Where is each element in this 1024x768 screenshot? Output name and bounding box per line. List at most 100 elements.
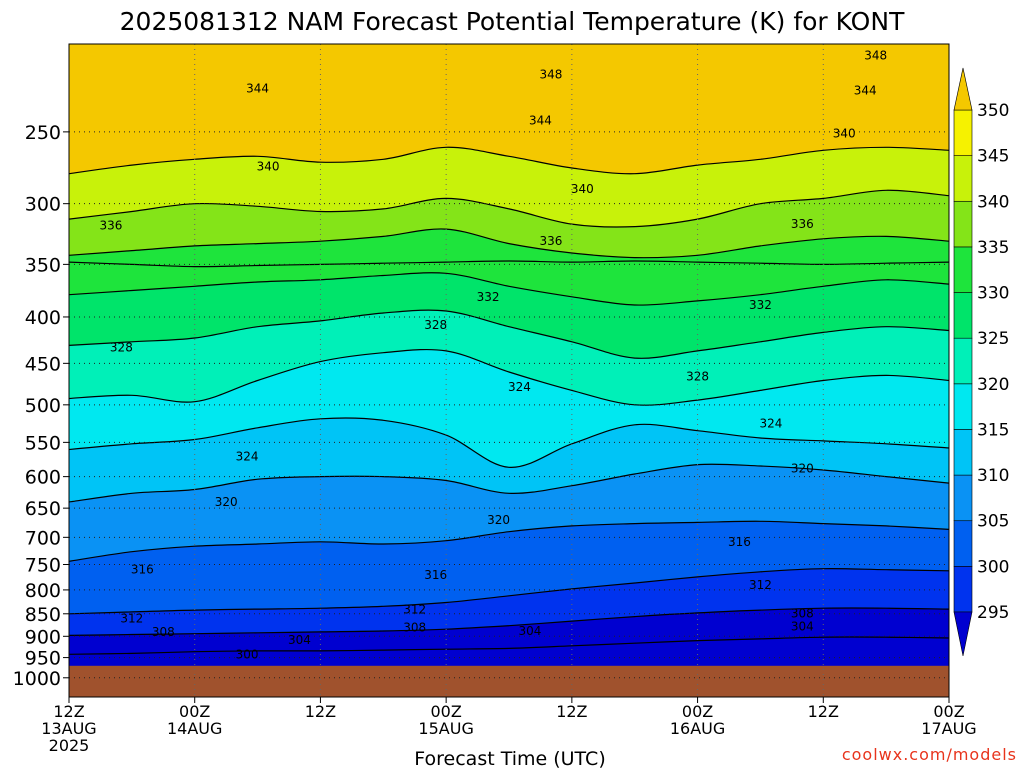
colorbar-tick-label: 340	[977, 192, 1009, 212]
contour-label: 340	[833, 126, 856, 140]
y-tick-label: 650	[25, 498, 61, 520]
x-tick-label: 12Z	[305, 702, 336, 721]
band	[69, 272, 949, 359]
x-tick-label: 12Z	[53, 702, 84, 721]
y-tick-label: 800	[25, 580, 61, 602]
contour-label: 320	[487, 513, 510, 527]
x-tick-label: 00Z	[682, 702, 713, 721]
x-tick-label: 13AUG	[41, 719, 96, 738]
y-tick-label: 400	[25, 307, 61, 329]
contour-label: 312	[749, 578, 772, 592]
colorbar-segment	[953, 155, 973, 202]
colorbar-tick-label: 335	[977, 238, 1009, 258]
x-tick-label: 12Z	[808, 702, 839, 721]
contour-label: 308	[791, 606, 814, 620]
credit-text[interactable]: coolwx.com/models	[842, 745, 1017, 764]
contour-label: 348	[539, 67, 562, 81]
grid-lines	[69, 44, 949, 697]
contour-line	[69, 189, 949, 228]
colorbar-segment	[953, 292, 973, 339]
contour-labels: 348 348 344 344 344 340 340 340 336 336 336 332 332 3…	[99, 49, 887, 662]
y-tick-label: 250	[25, 122, 61, 144]
contour-label: 304	[518, 624, 541, 638]
colorbar-tick-label: 350	[977, 101, 1009, 121]
y-tick-label: 950	[25, 648, 61, 670]
contour-line	[69, 520, 949, 562]
x-tick-label: 00Z	[933, 702, 964, 721]
colorbar-tick-label: 320	[977, 375, 1009, 395]
y-tick-label: 450	[25, 353, 61, 375]
contour-line	[69, 417, 949, 468]
colorbar-tick-label: 330	[977, 284, 1009, 304]
plot-area: 348 348 344 344 344 340 340 340 336 336 336 332 332 3…	[69, 44, 949, 697]
contour-label: 336	[539, 234, 562, 248]
colorbar-tick-label: 325	[977, 329, 1009, 349]
x-tick-label: 15AUG	[418, 719, 473, 738]
band	[69, 228, 949, 306]
contour-label: 336	[99, 218, 122, 232]
colorbar-tick-label: 310	[977, 466, 1009, 486]
ground-rect	[69, 665, 949, 697]
contour-label: 328	[424, 318, 447, 332]
contour-label: 312	[120, 611, 143, 625]
colorbar-extend-top	[953, 67, 973, 111]
colorbar-tick-label: 305	[977, 512, 1009, 532]
contour-label: 336	[791, 217, 814, 231]
colorbar-segment	[953, 109, 973, 156]
contour-label: 340	[257, 160, 280, 174]
contour-label: 312	[403, 603, 426, 617]
x-tick-label: 16AUG	[670, 719, 725, 738]
y-tick-label: 900	[25, 626, 61, 648]
y-tick-label: 500	[25, 395, 61, 417]
contour-label: 344	[529, 114, 552, 128]
colorbar: 295 300 305 310 315 320 325 330 335 340 345 350	[953, 67, 1009, 657]
colorbar-segment	[953, 383, 973, 430]
colorbar-tick-label: 345	[977, 147, 1009, 167]
contour-label: 316	[424, 568, 447, 582]
y-axis: 2503003504004505005506006507007508008509…	[13, 122, 69, 690]
contour-label: 320	[215, 495, 238, 509]
colorbar-segment	[953, 520, 973, 567]
contour-label: 344	[854, 83, 877, 97]
colorbar-tick-label: 300	[977, 557, 1009, 577]
band	[69, 521, 949, 614]
colorbar-segment	[953, 200, 973, 248]
band	[69, 190, 949, 258]
contour-label: 304	[288, 633, 311, 647]
x-tick-label: 00Z	[179, 702, 210, 721]
y-tick-label: 350	[25, 254, 61, 276]
band	[69, 568, 949, 636]
band	[69, 608, 949, 655]
contour-line	[69, 568, 949, 615]
band	[69, 417, 949, 502]
contour-line	[69, 463, 949, 503]
x-axis-label: Forecast Time (UTC)	[414, 748, 605, 768]
y-tick-label: 750	[25, 554, 61, 576]
contour-label: 316	[728, 535, 751, 549]
colorbar-segment	[953, 337, 973, 385]
y-tick-label: 300	[25, 194, 61, 216]
contour-line	[69, 309, 949, 359]
y-tick-label: 550	[25, 432, 61, 454]
y-tick-label: 1000	[13, 668, 61, 690]
ground-layer	[69, 665, 949, 697]
contour-label: 316	[131, 563, 154, 577]
x-tick-label: 17AUG	[921, 719, 976, 738]
contour-label: 300	[236, 647, 259, 661]
colorbar-segment	[953, 429, 973, 476]
colorbar-extend-bottom	[953, 611, 973, 657]
y-tick-label: 600	[25, 467, 61, 489]
band	[69, 147, 949, 228]
contour-label: 324	[236, 449, 259, 463]
colorbar-tick-label: 295	[977, 603, 1009, 623]
band	[69, 310, 949, 406]
colorbar-segment	[953, 246, 973, 293]
colorbar-segment	[953, 566, 973, 613]
color-bands	[69, 44, 949, 697]
contour-label: 340	[571, 182, 594, 196]
contour-label: 348	[864, 49, 887, 63]
contour-line	[69, 607, 949, 636]
contour-line	[69, 636, 949, 655]
contour-label: 308	[152, 625, 175, 639]
